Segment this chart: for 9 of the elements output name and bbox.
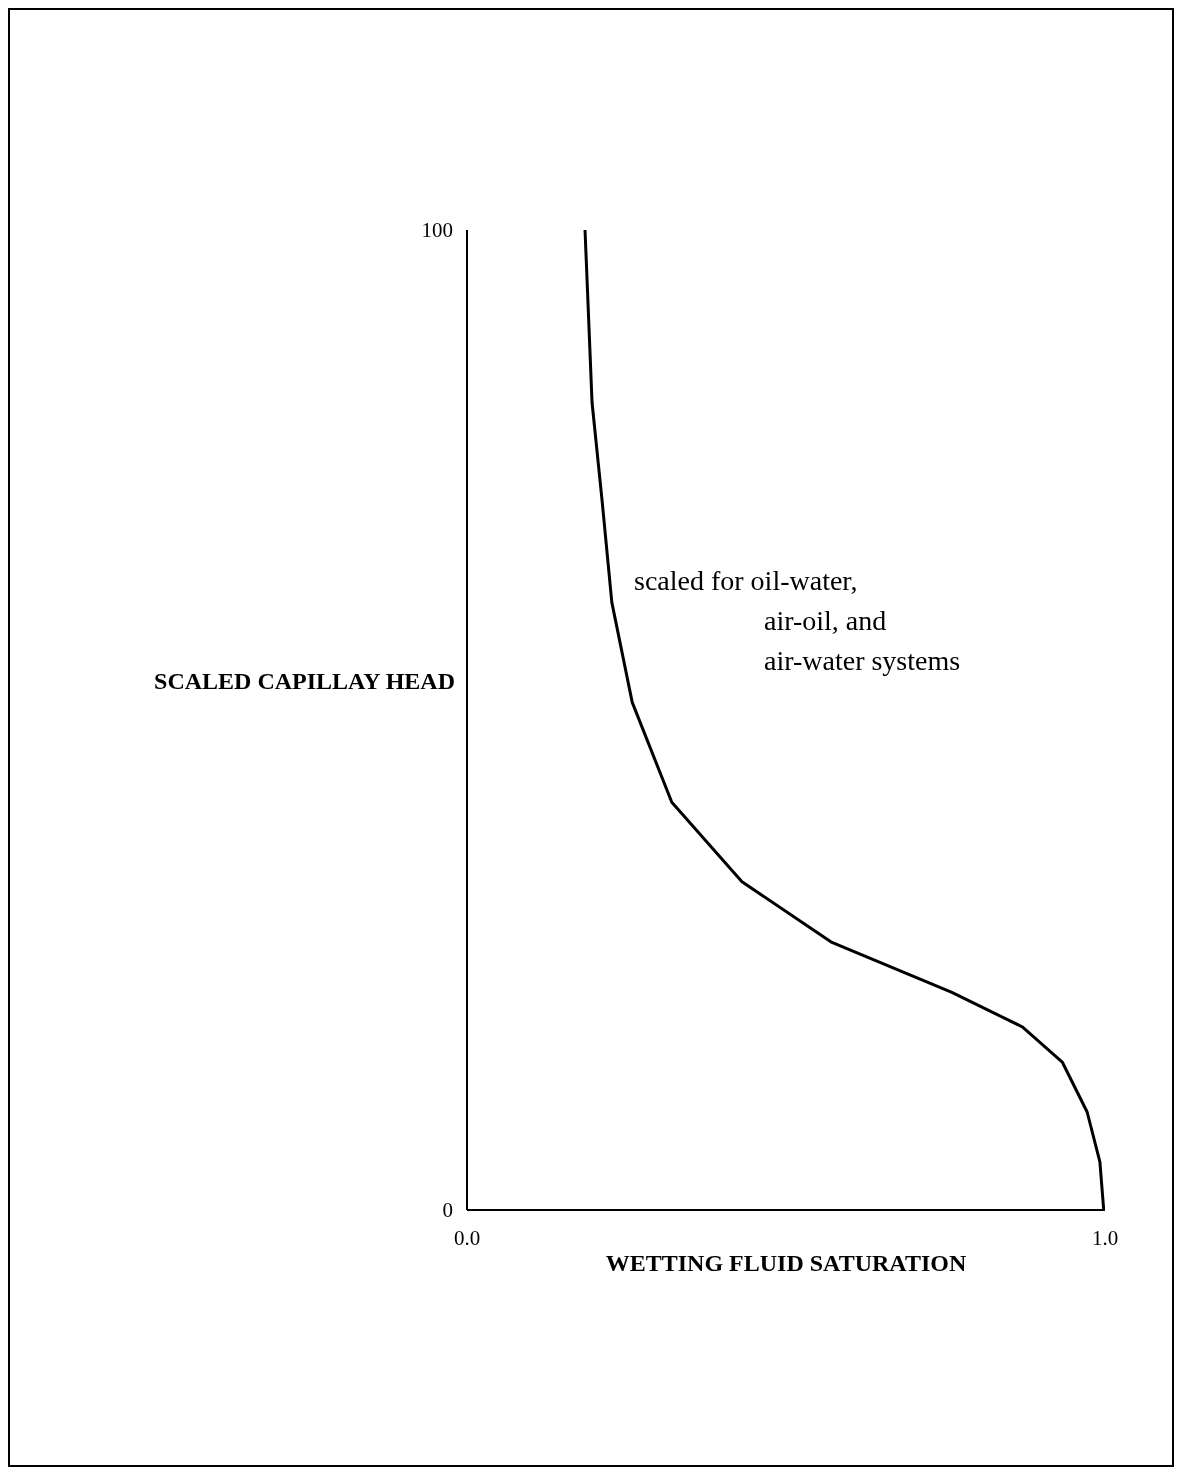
annotation: scaled for oil-water, [634,565,858,597]
x-tick-label: 1.0 [1091,1225,1119,1250]
annotation: air-oil, and [764,605,887,637]
annotation: air-water systems [764,645,961,677]
y-axis-title: SCALED CAPILLAY HEAD [153,668,455,695]
x-tick-label: 0.0 [453,1225,481,1250]
y-tick-label: 0 [442,1198,453,1223]
x-axis-title: WETTING FLUID SATURATION [604,1250,968,1277]
y-tick-label: 100 [421,218,453,243]
